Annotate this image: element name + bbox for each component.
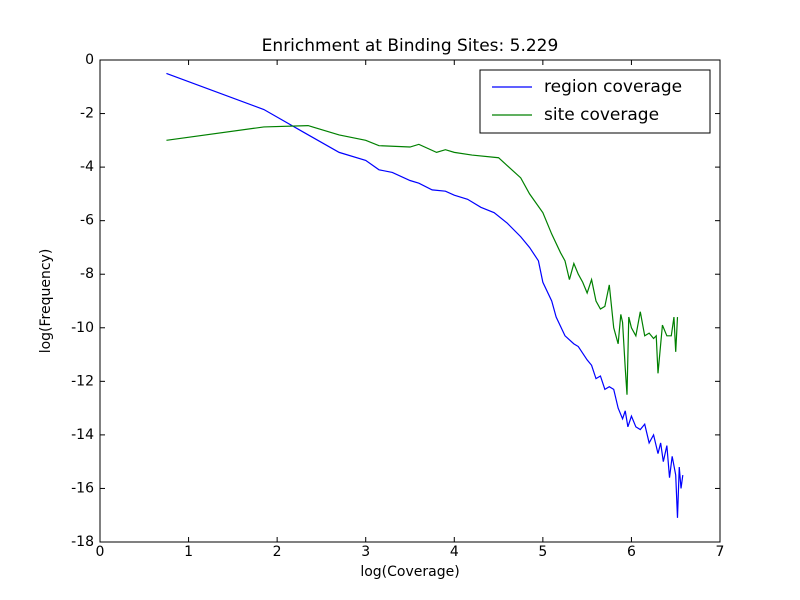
plot-frame (99, 59, 721, 543)
y-tick-label: -18 (71, 534, 94, 550)
y-tick-label: -12 (71, 373, 94, 389)
x-tick-label: 6 (627, 544, 636, 560)
y-tick-label: -2 (80, 106, 94, 122)
x-tick-label: 0 (96, 544, 105, 560)
x-tick-label: 1 (184, 544, 193, 560)
y-axis-label: log(Frequency) (38, 249, 54, 354)
x-tick-label: 7 (716, 544, 725, 560)
legend-box (479, 69, 711, 134)
y-tick-label: -6 (80, 213, 94, 229)
x-tick-label: 4 (450, 544, 459, 560)
y-tick-label: -10 (71, 320, 94, 336)
legend-label: region coverage (544, 77, 682, 97)
y-tick-label: 0 (85, 52, 94, 68)
x-tick-label: 5 (538, 544, 547, 560)
y-tick-label: -14 (71, 427, 94, 443)
x-axis-label: log(Coverage) (360, 564, 459, 580)
chart-title: Enrichment at Binding Sites: 5.229 (262, 36, 559, 56)
x-tick-label: 3 (361, 544, 370, 560)
y-tick-label: -4 (80, 159, 94, 175)
y-tick-label: -16 (71, 480, 94, 496)
line-series (166, 125, 679, 395)
x-tick-label: 2 (273, 544, 282, 560)
line-series (166, 72, 684, 518)
legend-label: site coverage (544, 105, 659, 125)
y-tick-label: -8 (80, 266, 94, 282)
